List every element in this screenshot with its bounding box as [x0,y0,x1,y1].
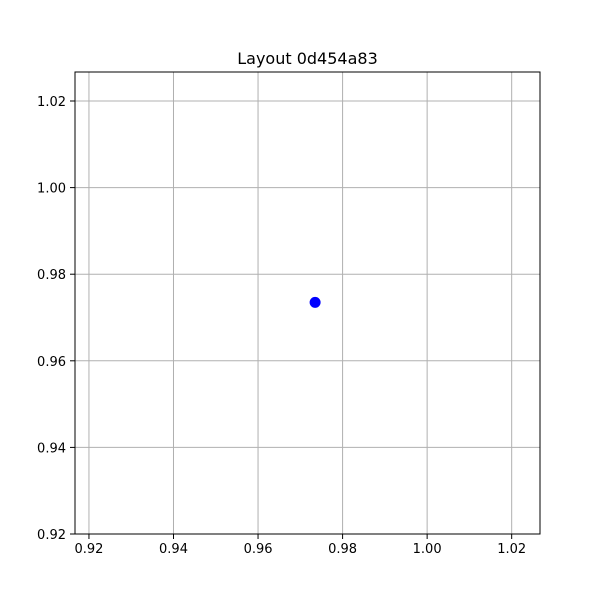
y-tick-label: 0.92 [37,528,66,543]
axes-frame [74,71,541,535]
y-tick-label: 0.96 [37,355,66,370]
points-layer [309,296,321,308]
chart-title: Layout 0d454a83 [237,49,378,68]
x-tick-label: 0.94 [159,542,188,557]
x-tick-label: 1.02 [497,542,526,557]
x-tick-label: 0.98 [328,542,357,557]
x-axis: 0.92 0.94 0.96 0.98 1.00 1.02 [74,534,526,557]
grid-layer [75,72,540,535]
y-tick-label: 0.98 [37,268,66,283]
y-axis: 0.92 0.94 0.96 0.98 1.00 1.02 [37,95,75,543]
x-tick-label: 0.96 [244,542,273,557]
y-tick-label: 1.02 [37,95,66,110]
x-tick-label: 0.92 [74,542,103,557]
y-tick-label: 0.94 [37,441,66,456]
x-tick-label: 1.00 [413,542,442,557]
y-tick-label: 1.00 [37,182,66,197]
data-point [309,296,321,308]
